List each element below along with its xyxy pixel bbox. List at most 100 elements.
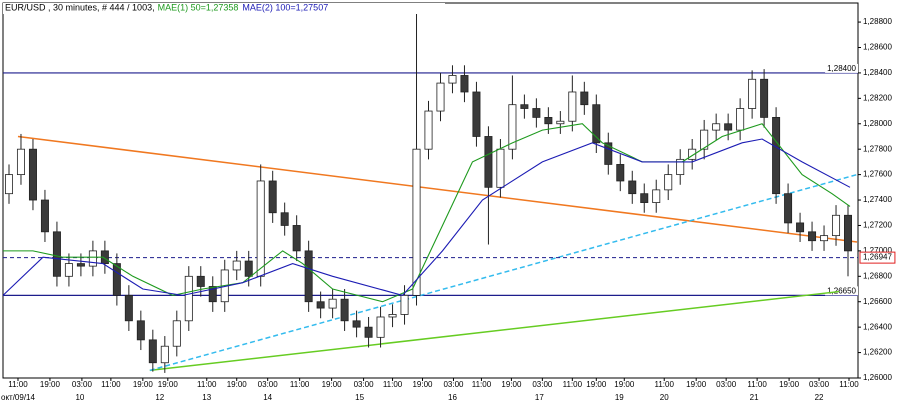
y-tick-label: 1,27800	[863, 144, 892, 153]
trend-line	[149, 173, 858, 372]
x-tick-label: 03:00	[354, 380, 375, 389]
x-tick-label: 19:00	[40, 380, 61, 389]
y-tick-label: 1,27000	[863, 246, 892, 255]
y-tick-label: 1,26600	[863, 297, 892, 306]
x-tick-label: 11:00	[101, 380, 121, 389]
date-label: 19	[615, 393, 624, 402]
y-tick-label: 1,26800	[863, 271, 892, 280]
level-label-bg	[825, 286, 858, 296]
candle-body	[232, 260, 241, 271]
date-label: 14	[263, 393, 272, 402]
candle-body	[736, 108, 745, 131]
candle-body	[544, 117, 553, 125]
candle-body	[844, 214, 853, 252]
candle-body	[148, 339, 157, 364]
candle-body	[376, 316, 385, 338]
candle-body	[616, 164, 625, 182]
candle-body	[352, 320, 361, 328]
candle-body	[592, 104, 601, 144]
current-price-box	[859, 251, 896, 264]
candle-body	[304, 250, 313, 303]
y-tick-label: 1,27400	[863, 195, 892, 204]
candle-body	[508, 104, 517, 150]
candle-body	[136, 320, 145, 341]
y-tick-label: 1,26400	[863, 322, 892, 331]
date-label: 16	[448, 393, 457, 402]
candle-body	[724, 123, 733, 131]
candle-body	[772, 117, 781, 195]
x-tick-label: 11:00	[472, 380, 492, 389]
level-label: 1,26650	[827, 286, 856, 295]
plot-frame	[2, 2, 859, 379]
candle-body	[700, 129, 709, 150]
candle-body	[472, 91, 481, 137]
y-tick-label: 1,26200	[863, 348, 892, 357]
x-tick-label: 19:00	[227, 380, 248, 389]
candle-body	[448, 75, 457, 84]
x-tick-label: 19:00	[158, 380, 179, 389]
candle-body	[460, 75, 469, 93]
marks: 1,28400 1,26650	[2, 11, 858, 373]
candle-body	[328, 298, 337, 309]
x-tick-label: 03:00	[809, 380, 830, 389]
candle-body	[28, 148, 37, 201]
y-tick-label: 1,27200	[863, 221, 892, 230]
candle-body	[208, 286, 217, 303]
y-tick-label: 1,28000	[863, 119, 892, 128]
candle-body	[184, 275, 193, 322]
candle-body	[196, 275, 205, 287]
candle-body	[676, 158, 685, 176]
x-tick-label: 11:00	[383, 380, 403, 389]
level-label-bg	[825, 63, 858, 73]
moving-average	[2, 138, 851, 296]
candle-body	[124, 294, 133, 322]
candle-body	[340, 298, 349, 322]
y-tick-label: 1,28400	[863, 68, 892, 77]
candle-body	[580, 91, 589, 106]
y-tick-label: 1,28200	[863, 93, 892, 102]
x-tick-label: 19:00	[501, 380, 522, 389]
candle-body	[748, 78, 757, 109]
x-tick-label: 03:00	[258, 380, 279, 389]
candle-body	[820, 235, 829, 242]
x-tick-label: 11:00	[839, 380, 859, 389]
candle-body	[760, 78, 769, 118]
candle-body	[244, 260, 253, 277]
x-tick-label: 19:00	[686, 380, 707, 389]
candle-body	[16, 148, 25, 176]
y-tick-label: 1,28600	[863, 43, 892, 52]
candle-body	[88, 250, 97, 267]
candle-body	[808, 231, 817, 242]
date-label: 22	[815, 393, 824, 402]
legend-entry: MAE(1) 50=1,27358	[158, 2, 239, 12]
candle-body	[652, 189, 661, 203]
date-label: 13	[202, 393, 211, 402]
candle-body	[280, 212, 289, 226]
candle-body	[64, 263, 73, 277]
candle-body	[832, 214, 841, 237]
candle-body	[604, 142, 613, 165]
y-tick-label: 1,26000	[863, 373, 892, 382]
x-tick-label: 19:00	[412, 380, 433, 389]
candle-body	[424, 110, 433, 150]
candle-body	[412, 148, 421, 296]
candle-body	[364, 326, 373, 338]
moving-average	[3, 123, 851, 303]
legend-entry: MAE(2) 100=1,27507	[242, 2, 328, 12]
date-label: 15	[355, 393, 364, 402]
x-tick-label: 11:00	[563, 380, 583, 389]
date-label: окт/09/14	[1, 393, 35, 402]
level-label: 1,28400	[827, 64, 856, 73]
candle-body	[76, 263, 85, 267]
date-label: 20	[660, 393, 669, 402]
x-tick-label: 11:00	[655, 380, 675, 389]
candle-body	[52, 231, 61, 277]
date-label: 17	[535, 393, 544, 402]
date-label: 10	[75, 393, 84, 402]
x-tick-label: 19:00	[586, 380, 607, 389]
x-tick-label: 19:00	[779, 380, 800, 389]
x-tick-label: 03:00	[72, 380, 93, 389]
x-tick-label: 11:00	[747, 380, 767, 389]
x-tick-label: 11:00	[197, 380, 217, 389]
candle-body	[556, 120, 565, 125]
